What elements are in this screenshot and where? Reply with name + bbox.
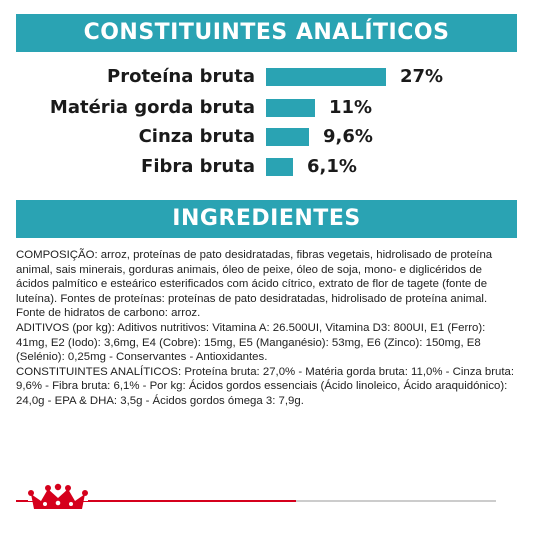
brand-line bbox=[16, 500, 516, 502]
brand-line-grey bbox=[296, 500, 496, 502]
analytic-value: 11% bbox=[329, 97, 373, 118]
analytic-heading: CONSTITUINTES ANALÍTICOS bbox=[16, 14, 517, 52]
analytic-value: 27% bbox=[400, 66, 444, 87]
ingredients-text: COMPOSIÇÃO: arroz, proteínas de pato des… bbox=[16, 248, 518, 409]
analytic-value: 6,1% bbox=[307, 156, 357, 177]
analytic-bar bbox=[266, 158, 293, 176]
additives-text: ADITIVOS (por kg): Aditivos nutritivos: … bbox=[16, 321, 486, 364]
analytic-bar bbox=[266, 99, 315, 117]
analytic-value: 9,6% bbox=[323, 126, 373, 147]
analytic-label: Cinza bruta bbox=[138, 126, 255, 147]
constituents-text: CONSTITUINTES ANALÍTICOS: Proteína bruta… bbox=[16, 365, 515, 407]
analytic-label: Matéria gorda bruta bbox=[49, 97, 255, 118]
analytic-bar bbox=[266, 68, 386, 86]
analytic-row-fibre: Fibra bruta 6,1% bbox=[0, 154, 533, 180]
brand-line-red bbox=[16, 500, 296, 502]
analytic-row-ash: Cinza bruta 9,6% bbox=[0, 124, 533, 150]
royal-canin-crown-icon bbox=[28, 483, 88, 509]
ingredients-heading: INGREDIENTES bbox=[16, 200, 517, 238]
analytic-row-protein: Proteína bruta 27% bbox=[0, 64, 533, 90]
analytic-label: Fibra bruta bbox=[141, 156, 255, 177]
analytic-label: Proteína bruta bbox=[107, 66, 255, 87]
composition-text: COMPOSIÇÃO: arroz, proteínas de pato des… bbox=[16, 249, 493, 320]
analytic-row-fat: Matéria gorda bruta 11% bbox=[0, 95, 533, 121]
analytic-bar bbox=[266, 128, 309, 146]
